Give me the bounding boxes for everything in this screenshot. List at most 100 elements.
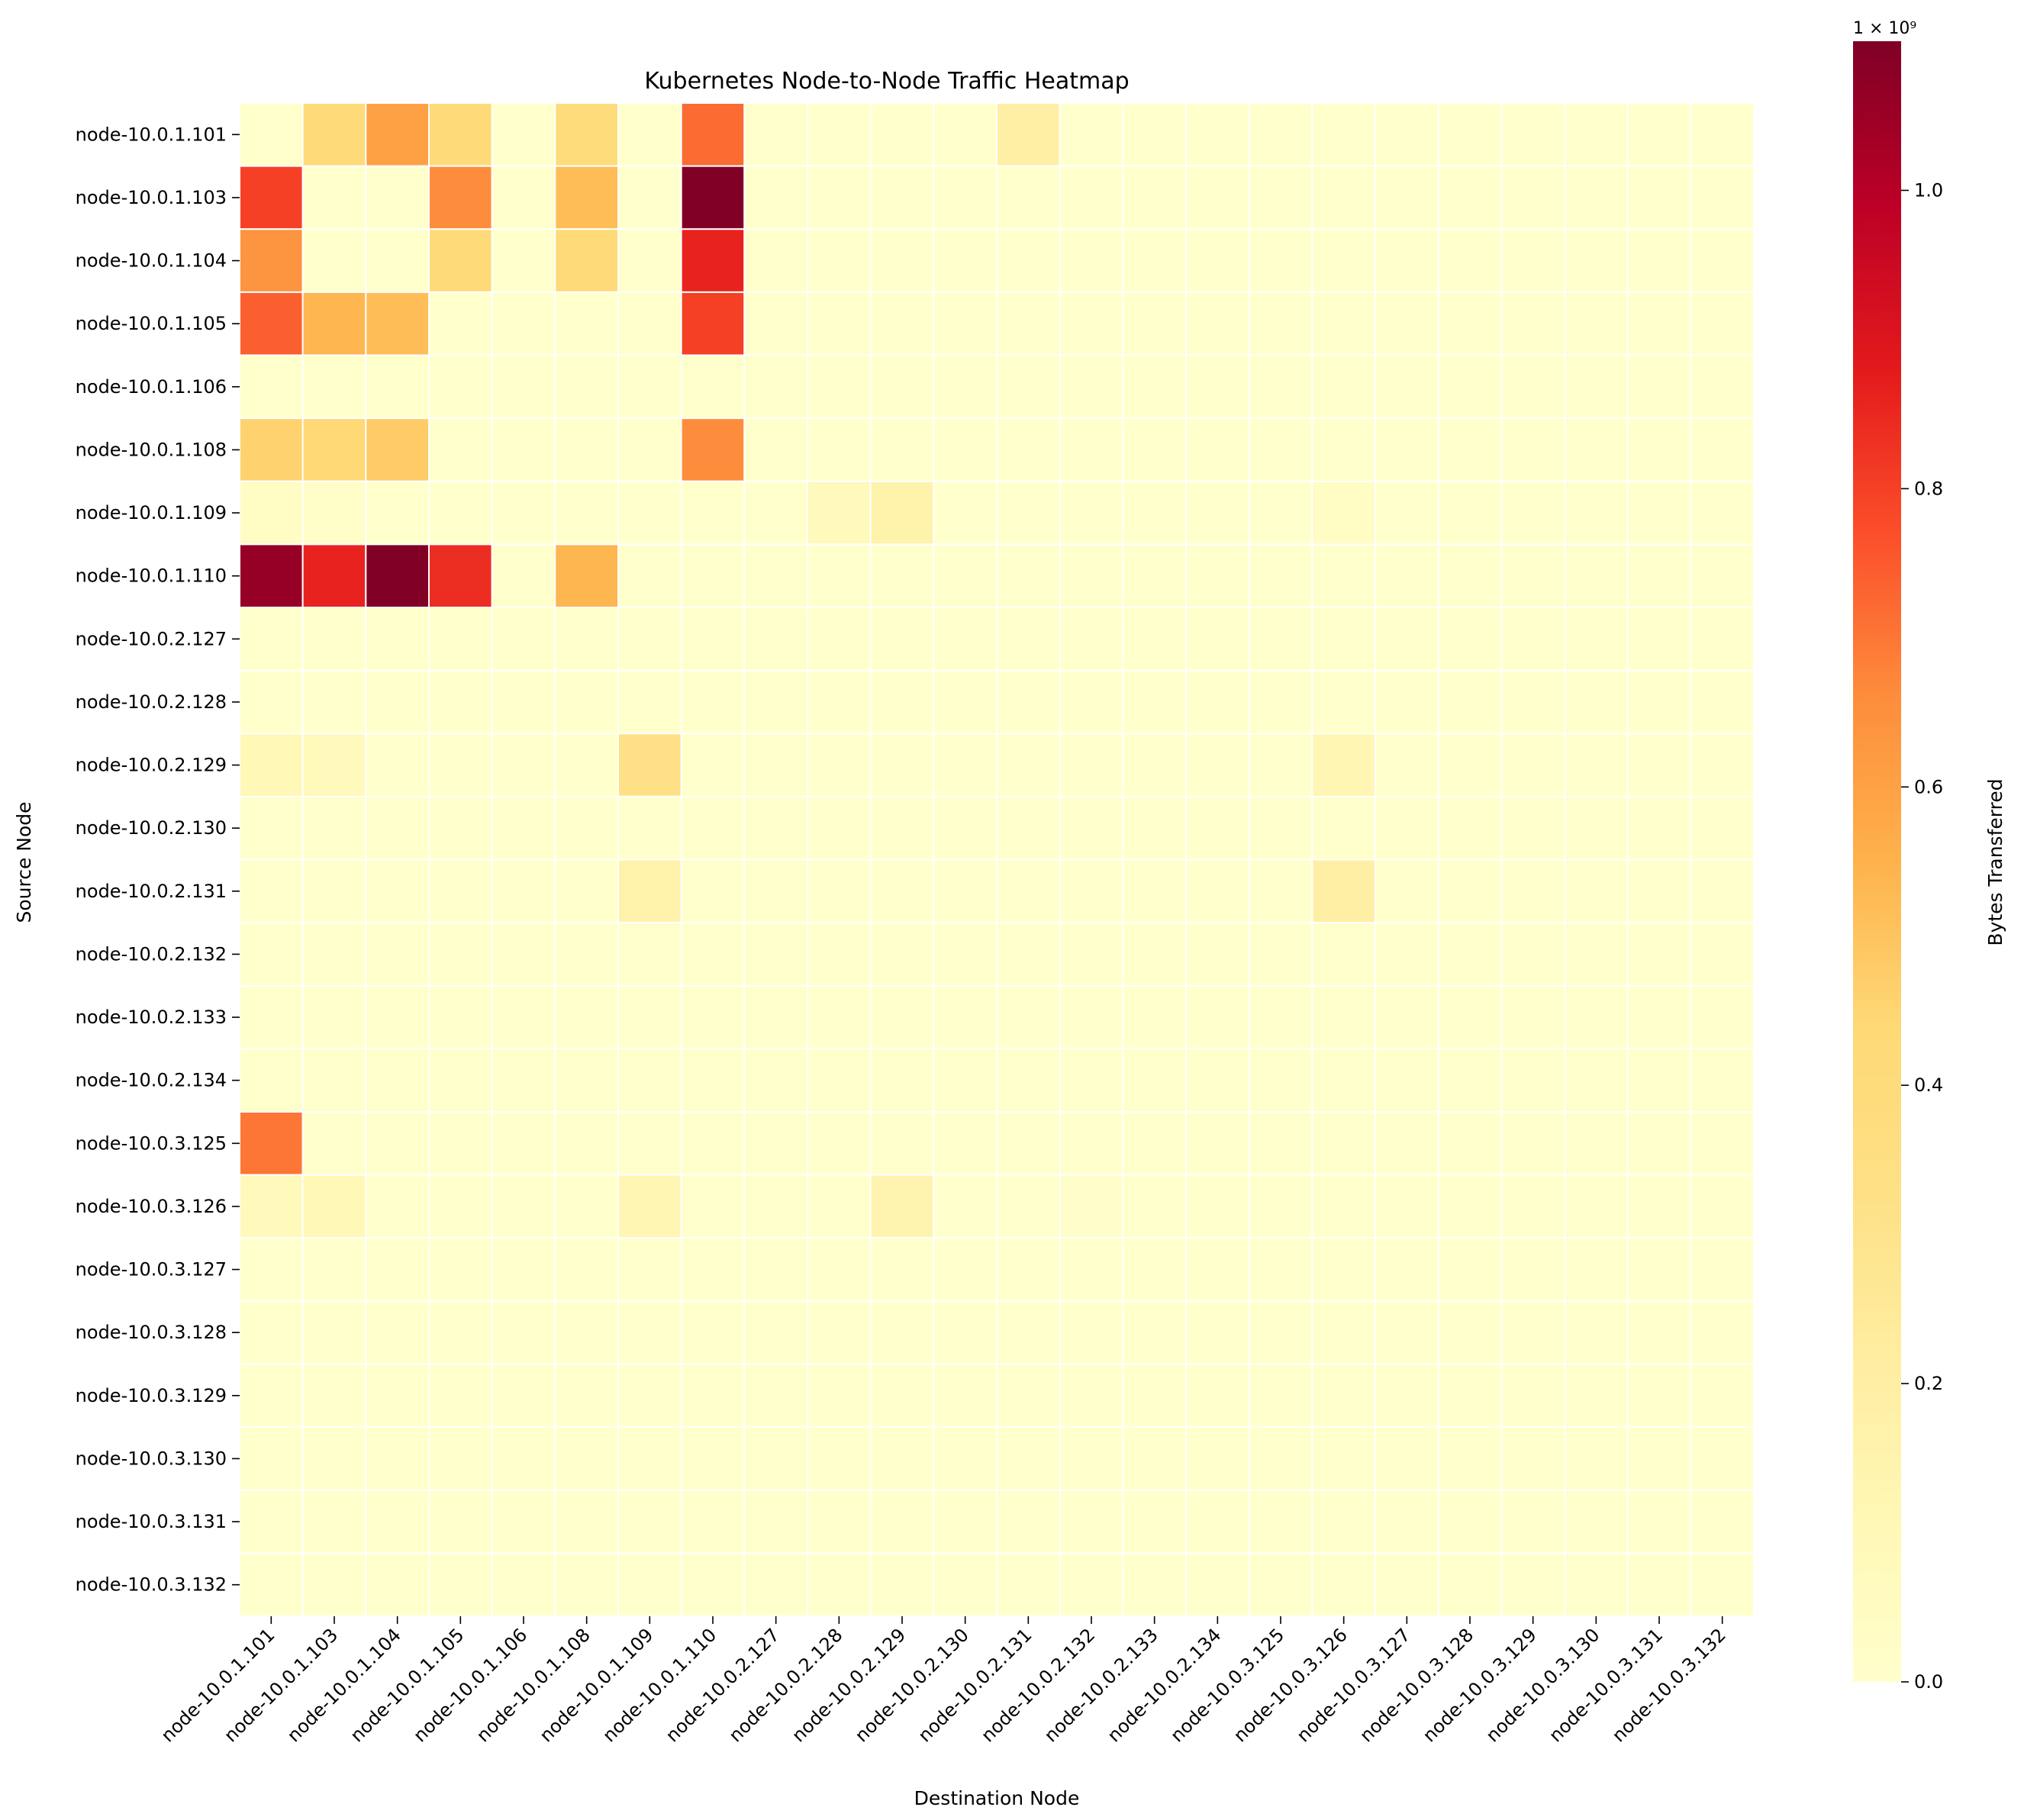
heatmap-cell xyxy=(1059,543,1124,608)
heatmap-cell xyxy=(1059,1111,1124,1176)
heatmap-cell xyxy=(743,669,808,735)
heatmap-cell xyxy=(1564,1048,1629,1113)
heatmap-cell xyxy=(996,858,1061,924)
heatmap-cell xyxy=(365,733,430,797)
heatmap-cell xyxy=(1500,354,1566,420)
heatmap-cell xyxy=(1437,1426,1503,1491)
heatmap-cell xyxy=(1122,543,1188,608)
heatmap-cell xyxy=(680,354,746,420)
heatmap-cell xyxy=(1375,1489,1439,1554)
heatmap-cell xyxy=(301,858,367,924)
heatmap-cell xyxy=(807,417,872,482)
heatmap-cell xyxy=(554,1363,619,1429)
heatmap-cell xyxy=(1185,1237,1250,1302)
heatmap-cell xyxy=(680,417,746,482)
heatmap-cell xyxy=(239,922,304,987)
y-tick-label: node-10.0.3.125 xyxy=(76,1132,227,1154)
heatmap-cell xyxy=(996,984,1061,1050)
heatmap-cell xyxy=(1059,1174,1124,1239)
heatmap-cell xyxy=(869,1363,935,1429)
heatmap-cell xyxy=(1500,1111,1566,1176)
heatmap-cell xyxy=(933,102,998,167)
heatmap-cell xyxy=(617,795,682,861)
heatmap-cell xyxy=(365,480,430,546)
heatmap-cell xyxy=(1311,291,1377,356)
heatmap-cell xyxy=(743,1552,808,1617)
heatmap-cell xyxy=(1690,165,1755,230)
heatmap-cell xyxy=(680,1426,746,1491)
heatmap-cell xyxy=(680,858,746,924)
heatmap-cell xyxy=(617,480,682,546)
heatmap-cell xyxy=(743,417,808,482)
heatmap-cell xyxy=(1122,669,1188,735)
heatmap-cell xyxy=(1626,607,1692,672)
heatmap-cell xyxy=(428,1174,493,1239)
heatmap-cell xyxy=(1248,858,1313,924)
heatmap-cell xyxy=(365,858,430,924)
heatmap-cell xyxy=(1375,1552,1439,1617)
heatmap-cell xyxy=(617,102,682,167)
heatmap-cell xyxy=(1311,1174,1377,1239)
heatmap-cell xyxy=(491,1552,556,1617)
heatmap-cell xyxy=(996,228,1061,293)
heatmap-cell xyxy=(1564,795,1629,861)
heatmap-cell xyxy=(869,417,935,482)
heatmap-cell xyxy=(491,165,556,230)
heatmap-cell xyxy=(1690,1489,1755,1554)
heatmap-cell xyxy=(491,354,556,420)
heatmap-cell xyxy=(1690,417,1755,482)
heatmap-cell xyxy=(1437,1111,1503,1176)
heatmap-cell xyxy=(491,1111,556,1176)
x-tick-label: node-10.0.2.129 xyxy=(788,1624,910,1746)
heatmap-cell xyxy=(1059,1300,1124,1365)
heatmap-cell xyxy=(1311,669,1377,735)
heatmap-cell xyxy=(554,165,619,230)
heatmap-cell xyxy=(301,291,367,356)
heatmap-cell xyxy=(239,1300,304,1365)
heatmap-cell xyxy=(239,543,304,608)
heatmap-cell xyxy=(301,1300,367,1365)
heatmap-cell xyxy=(1626,858,1692,924)
heatmap-cell xyxy=(869,1174,935,1239)
heatmap-cell xyxy=(680,1111,746,1176)
heatmap-cell xyxy=(1122,1363,1188,1429)
heatmap-cell xyxy=(428,1363,493,1429)
heatmap-cell xyxy=(1690,1426,1755,1491)
y-tick-label: node-10.0.1.103 xyxy=(76,187,227,208)
heatmap-cell xyxy=(428,922,493,987)
heatmap-cell xyxy=(428,795,493,861)
heatmap-cell xyxy=(428,228,493,293)
heatmap-cell xyxy=(869,984,935,1050)
heatmap-cell xyxy=(617,165,682,230)
heatmap-cell xyxy=(869,795,935,861)
heatmap-cell xyxy=(1375,1237,1439,1302)
heatmap-cell xyxy=(617,1489,682,1554)
heatmap-cell xyxy=(743,291,808,356)
heatmap-cell xyxy=(1437,922,1503,987)
heatmap-cell xyxy=(1375,607,1439,672)
heatmap-cell xyxy=(1185,1552,1250,1617)
heatmap-cell xyxy=(428,1489,493,1554)
x-axis-ticks: node-10.0.1.101node-10.0.1.103node-10.0.… xyxy=(157,1616,1730,1746)
heatmap-cell xyxy=(428,733,493,797)
heatmap-cell xyxy=(996,795,1061,861)
heatmap-cell xyxy=(933,795,998,861)
heatmap-cell xyxy=(1375,291,1439,356)
heatmap-cell xyxy=(1690,1363,1755,1429)
heatmap-cell xyxy=(743,165,808,230)
heatmap-cell xyxy=(1564,102,1629,167)
heatmap-cell xyxy=(1248,607,1313,672)
heatmap-cell xyxy=(807,1552,872,1617)
heatmap-cell xyxy=(1375,1174,1439,1239)
heatmap-cell xyxy=(301,1111,367,1176)
heatmap-cell xyxy=(743,984,808,1050)
heatmap-cell xyxy=(1311,1489,1377,1554)
heatmap-cell xyxy=(1564,1552,1629,1617)
heatmap-cell xyxy=(1185,480,1250,546)
heatmap-cell xyxy=(1122,984,1188,1050)
heatmap-cell xyxy=(807,669,872,735)
heatmap-cell xyxy=(1311,1552,1377,1617)
heatmap-cell xyxy=(365,1363,430,1429)
x-tick-label: node-10.0.3.132 xyxy=(1608,1624,1730,1746)
